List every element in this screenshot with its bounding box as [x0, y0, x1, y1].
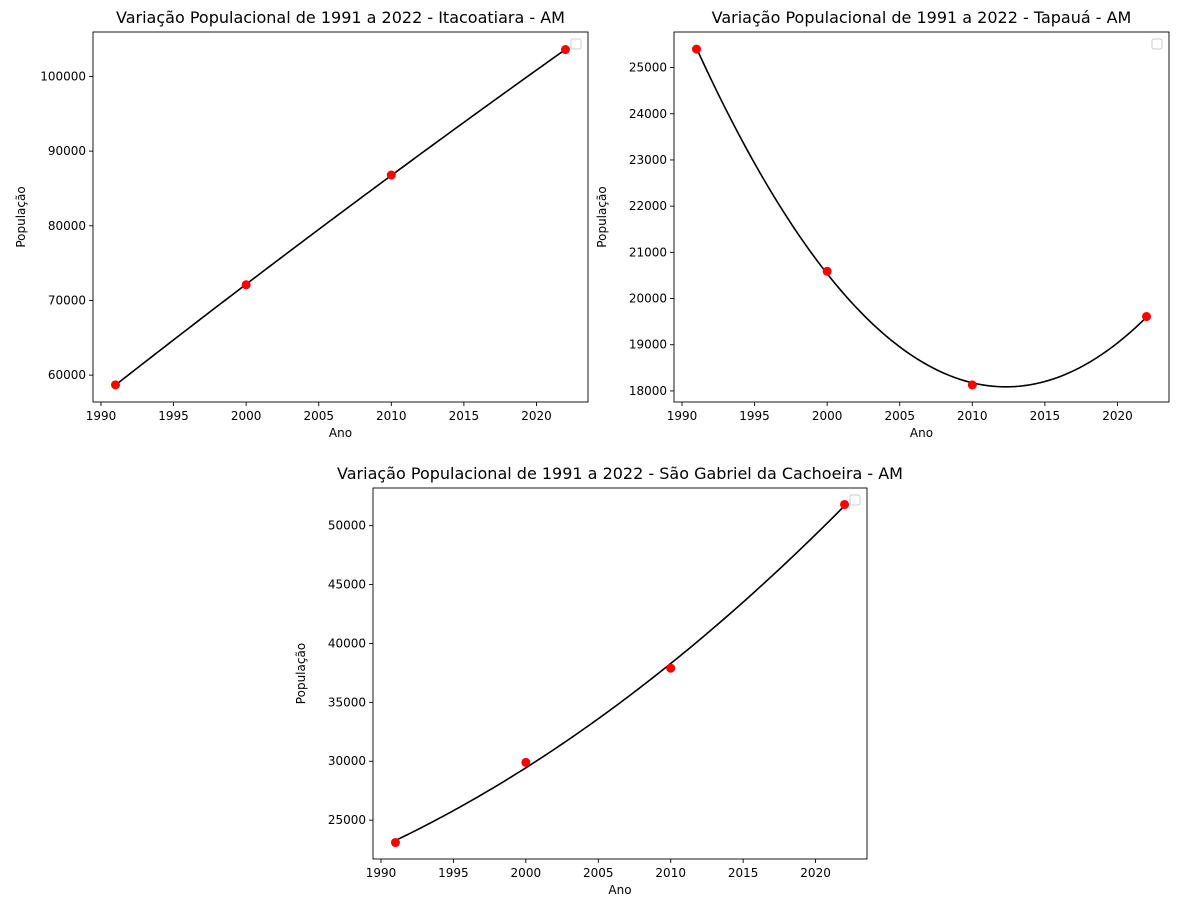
y-tick-label: 45000	[328, 578, 366, 592]
axes-frame	[673, 31, 1170, 403]
x-tick-label: 1990	[86, 409, 117, 423]
data-point	[840, 499, 850, 509]
x-tick-label: 2020	[800, 866, 831, 880]
chart-3: Variação Populacional de 1991 a 2022 - S…	[294, 464, 903, 897]
x-tick-label: 1990	[366, 866, 397, 880]
x-tick-label: 2010	[957, 409, 988, 423]
legend-box	[570, 38, 582, 50]
y-tick-label: 25000	[328, 813, 366, 827]
x-tick-label: 2000	[231, 409, 262, 423]
chart-title: Variação Populacional de 1991 a 2022 - I…	[116, 8, 565, 27]
x-tick-label: 2005	[303, 409, 334, 423]
y-tick-label: 80000	[48, 219, 86, 233]
chart-title: Variação Populacional de 1991 a 2022 - T…	[712, 8, 1132, 27]
x-axis-label: Ano	[329, 426, 352, 440]
y-tick-label: 19000	[629, 338, 667, 352]
y-tick-label: 20000	[629, 292, 667, 306]
y-tick-label: 21000	[629, 245, 667, 259]
data-point	[241, 280, 251, 290]
x-tick-label: 1995	[158, 409, 189, 423]
x-axis-label: Ano	[910, 426, 933, 440]
data-point	[666, 663, 676, 673]
axes-frame	[92, 31, 589, 403]
y-tick-label: 23000	[629, 153, 667, 167]
chart-2: Variação Populacional de 1991 a 2022 - T…	[595, 8, 1170, 440]
x-tick-label: 2015	[1030, 409, 1061, 423]
fit-curve	[695, 47, 1148, 388]
y-tick-label: 25000	[629, 61, 667, 75]
x-tick-label: 1990	[667, 409, 698, 423]
x-tick-label: 2005	[583, 866, 614, 880]
y-tick-label: 18000	[629, 384, 667, 398]
data-point	[967, 380, 977, 390]
data-point	[1142, 312, 1151, 322]
y-axis-label: População	[14, 186, 28, 247]
x-axis-label: Ano	[608, 883, 631, 897]
legend-box	[849, 494, 861, 506]
y-axis-label: População	[294, 643, 308, 704]
chart-title: Variação Populacional de 1991 a 2022 - S…	[337, 464, 903, 483]
data-point	[521, 757, 531, 767]
y-tick-label: 30000	[328, 754, 366, 768]
y-tick-label: 35000	[328, 695, 366, 709]
y-tick-label: 100000	[40, 69, 86, 83]
data-point	[561, 45, 570, 55]
axes-frame	[372, 487, 868, 860]
data-point	[386, 170, 396, 180]
data-point	[822, 266, 832, 276]
y-axis-label: População	[595, 186, 609, 247]
x-tick-label: 2020	[521, 409, 552, 423]
legend-box	[1151, 38, 1163, 50]
x-tick-label: 2010	[655, 866, 686, 880]
x-tick-label: 2020	[1102, 409, 1133, 423]
y-tick-label: 70000	[48, 293, 86, 307]
data-point	[111, 380, 120, 390]
x-tick-label: 2000	[812, 409, 843, 423]
y-tick-label: 90000	[48, 144, 86, 158]
x-tick-label: 2010	[376, 409, 407, 423]
y-tick-label: 40000	[328, 636, 366, 650]
x-tick-label: 1995	[739, 409, 770, 423]
data-point	[390, 838, 400, 848]
x-tick-label: 2015	[728, 866, 759, 880]
y-tick-label: 60000	[48, 368, 86, 382]
y-tick-label: 22000	[629, 199, 667, 213]
y-tick-label: 50000	[328, 519, 366, 533]
y-tick-label: 24000	[629, 107, 667, 121]
x-tick-label: 2005	[884, 409, 915, 423]
x-tick-label: 2015	[449, 409, 480, 423]
fit-curve	[115, 48, 566, 386]
data-point	[692, 44, 701, 54]
chart-1: Variação Populacional de 1991 a 2022 - I…	[14, 8, 589, 440]
x-tick-label: 1995	[438, 866, 469, 880]
fit-curve	[395, 505, 846, 842]
x-tick-label: 2000	[511, 866, 542, 880]
